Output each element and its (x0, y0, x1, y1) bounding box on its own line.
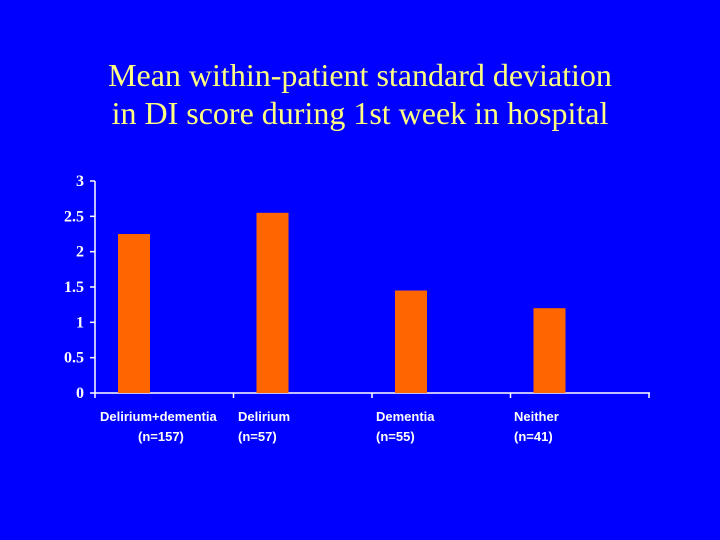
y-tick-label: 1.5 (64, 279, 84, 296)
y-tick-label: 0.5 (64, 350, 84, 367)
x-category-label: Neither (514, 409, 559, 424)
chart-title: Mean within-patient standard deviation i… (0, 56, 720, 132)
x-category-label: Delirium+dementia (100, 409, 217, 424)
bar (533, 308, 566, 393)
y-tick-label: 2 (76, 244, 84, 261)
y-tick-label: 2.5 (64, 208, 84, 225)
x-category-n-label: (n=55) (376, 429, 415, 444)
bar (395, 290, 427, 393)
chart-title-line-2: in DI score during 1st week in hospital (111, 95, 609, 131)
chart-title-line-1: Mean within-patient standard deviation (108, 57, 612, 93)
x-category-label: Delirium (238, 409, 290, 424)
x-category-n-label: (n=157) (138, 429, 184, 444)
y-tick-label: 3 (76, 173, 84, 190)
y-tick-label: 0 (76, 385, 84, 402)
x-category-n-label: (n=57) (238, 429, 277, 444)
x-category-label: Dementia (376, 409, 435, 424)
x-category-n-label: (n=41) (514, 429, 553, 444)
y-tick-label: 1 (76, 314, 84, 331)
bar (118, 234, 150, 393)
bar (256, 212, 289, 393)
